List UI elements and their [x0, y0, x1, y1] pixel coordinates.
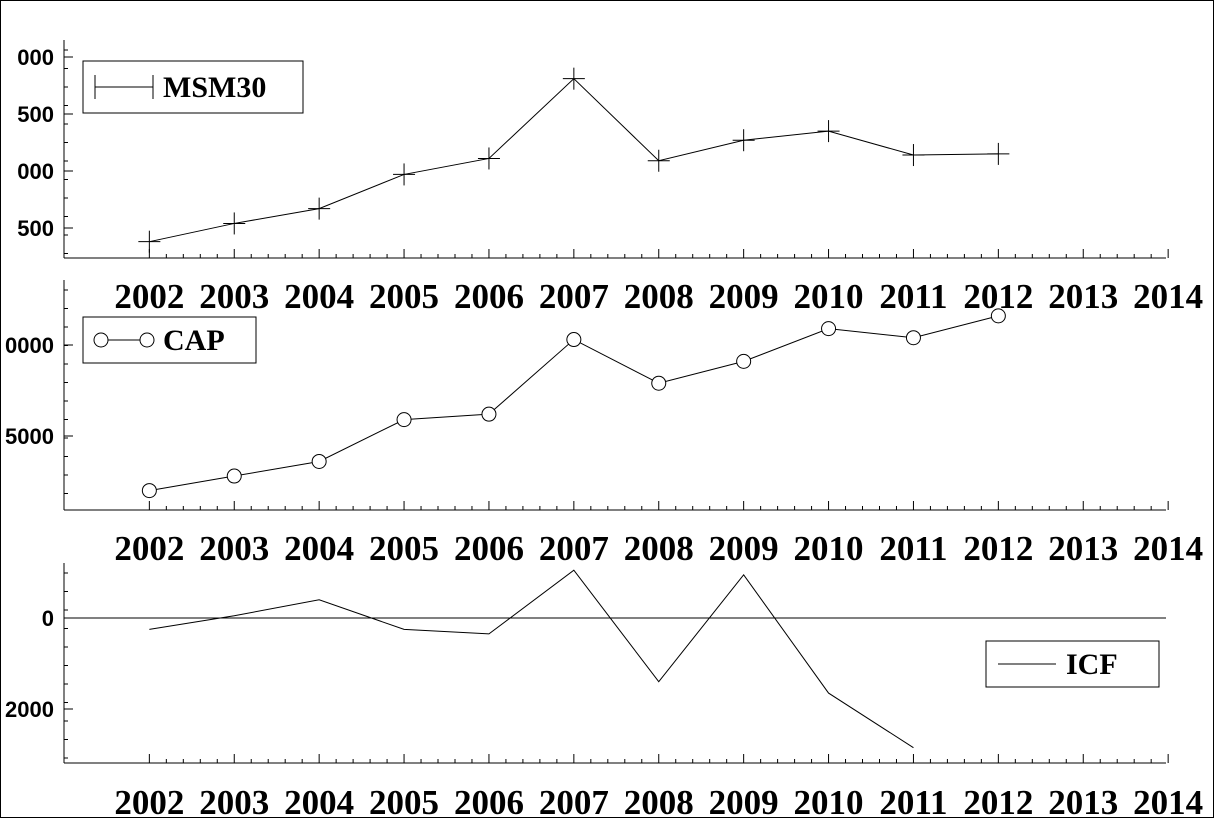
x-tick-label: 2004 [284, 277, 354, 316]
x-tick-label: 2006 [454, 277, 524, 316]
data-point [141, 483, 157, 499]
legend-label: CAP [163, 324, 225, 357]
x-tick-label: 2012 [963, 783, 1033, 818]
x-tick-label: 2013 [1048, 529, 1118, 568]
y-tick-label: 000 [17, 45, 54, 70]
data-point [396, 412, 412, 428]
x-tick-label: 2005 [369, 783, 439, 818]
data-point [905, 330, 921, 346]
data-point [817, 120, 840, 143]
legend: ICF [985, 640, 1160, 688]
x-tick-label: 2013 [1048, 783, 1118, 818]
data-point [987, 142, 1010, 165]
data-point [732, 129, 755, 152]
x-tick-label: 2010 [794, 783, 864, 818]
x-tick-label: 2006 [454, 529, 524, 568]
x-tick-label: 2004 [284, 783, 354, 818]
x-tick-label: 2009 [709, 529, 779, 568]
x-tick-label: 2002 [114, 783, 184, 818]
x-tick-label: 2005 [369, 277, 439, 316]
x-tick-label: 2007 [539, 277, 609, 316]
y-tick-label: 500 [17, 102, 54, 127]
x-tick-label: 2005 [369, 529, 439, 568]
x-tick-label: 2008 [624, 529, 694, 568]
data-point [477, 147, 500, 170]
y-tick-label: 0000 [5, 333, 54, 358]
chart-panel-3: 2002 2003 2004 2005 2006 2007 2008 2009 2010 2011… [5, 563, 1203, 818]
y-tick-label: 000 [17, 159, 54, 184]
data-point [308, 197, 331, 220]
x-tick-label: 2014 [1133, 783, 1203, 818]
data-point [311, 453, 327, 469]
data-point [821, 321, 837, 337]
data-point [138, 230, 161, 253]
x-tick-label: 2010 [794, 277, 864, 316]
x-tick-label: 2007 [539, 529, 609, 568]
x-tick-label: 2013 [1048, 277, 1118, 316]
legend: CAP [82, 316, 257, 364]
data-point [393, 163, 416, 186]
data-point [566, 332, 582, 348]
chart-panel-2: 2002 2003 2004 2005 2006 2007 2008 2009 2010 2011… [5, 280, 1203, 568]
x-tick-label: 2009 [709, 783, 779, 818]
data-point [223, 212, 246, 235]
data-point [736, 353, 752, 369]
data-point [226, 468, 242, 484]
data-point [481, 406, 497, 422]
x-tick-label: 2004 [284, 529, 354, 568]
legend-marker [139, 332, 155, 348]
x-tick-label: 2006 [454, 783, 524, 818]
data-point [562, 67, 585, 90]
data-point [990, 308, 1006, 324]
legend-label: MSM30 [163, 71, 266, 104]
legend: MSM30 [82, 60, 304, 114]
x-tick-label: 2012 [963, 529, 1033, 568]
y-tick-label: 5000 [5, 424, 54, 449]
legend-label: ICF [1066, 648, 1118, 681]
data-point [647, 149, 670, 172]
data-point [902, 144, 925, 167]
x-tick-label: 2003 [199, 529, 269, 568]
x-tick-label: 2008 [624, 277, 694, 316]
x-tick-label: 2010 [794, 529, 864, 568]
series-line-icf [149, 569, 914, 749]
y-tick-label: 500 [17, 216, 54, 241]
x-tick-label: 2011 [879, 277, 947, 316]
x-tick-label: 2007 [539, 783, 609, 818]
data-point [651, 375, 667, 391]
x-tick-label: 2003 [199, 783, 269, 818]
chart-panel-1: 2002 2003 2004 2005 2006 2007 2008 2009 2010 2011… [17, 40, 1203, 316]
x-tick-label: 2003 [199, 277, 269, 316]
x-tick-label: 2002 [114, 277, 184, 316]
x-tick-label: 2014 [1133, 277, 1203, 316]
x-tick-label: 2011 [879, 529, 947, 568]
y-tick-label: 0 [42, 606, 54, 631]
x-tick-label: 2009 [709, 277, 779, 316]
x-tick-label: 2002 [114, 529, 184, 568]
x-tick-label: 2008 [624, 783, 694, 818]
y-tick-label: 2000 [5, 697, 54, 722]
x-tick-label: 2014 [1133, 529, 1203, 568]
x-tick-label: 2011 [879, 783, 947, 818]
legend-marker [93, 332, 109, 348]
